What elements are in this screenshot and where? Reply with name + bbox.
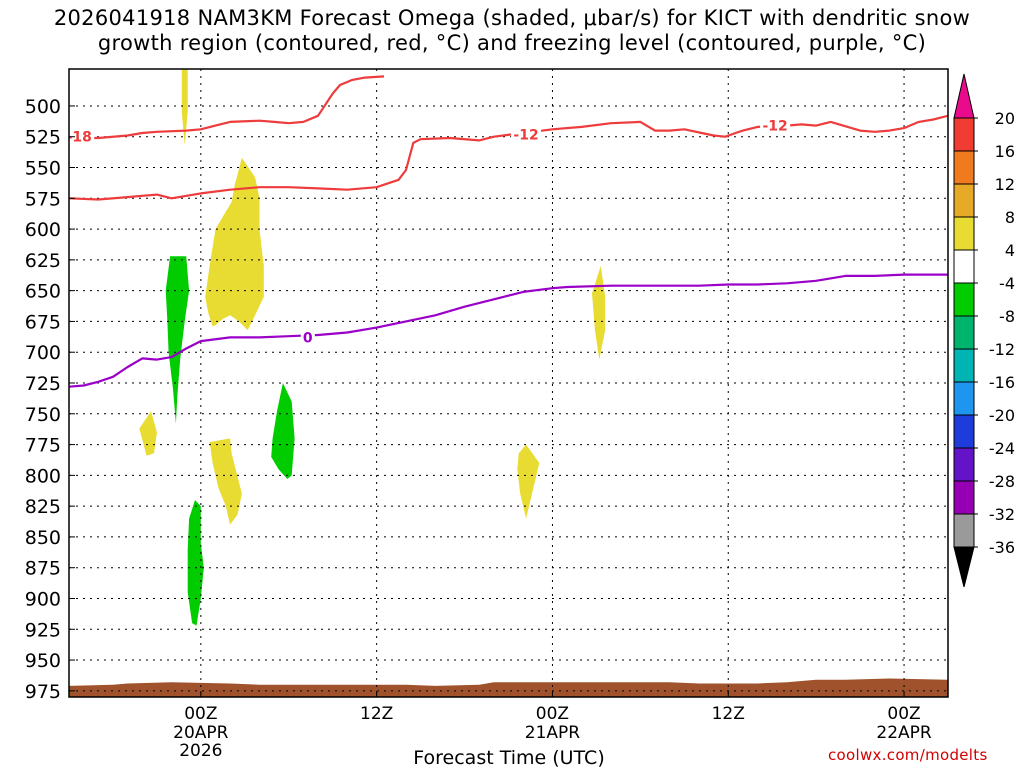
colorbar-label: -20 xyxy=(989,406,1015,425)
y-tick-label: 675 xyxy=(25,311,61,333)
x-tick-sublabel: 2026 xyxy=(179,741,222,761)
x-tick-label: 12Z xyxy=(360,704,393,724)
colorbar-swatch xyxy=(953,282,975,317)
contour-label: -18 xyxy=(67,130,92,146)
omega-region xyxy=(271,383,295,479)
colorbar-legend: 20 16 12 8 4 -4 -8 -12 -16 -20 -24 -28 -32 -36 xyxy=(953,73,1015,588)
omega-region xyxy=(517,444,540,519)
omega-shading-layer xyxy=(139,69,606,626)
y-tick-label: 625 xyxy=(25,250,61,272)
colorbar-label: 4 xyxy=(1005,241,1015,260)
colorbar-swatch xyxy=(953,249,975,284)
y-tick-label: 800 xyxy=(25,465,61,487)
y-tick-label: 600 xyxy=(25,219,61,241)
x-tick-label: 00Z xyxy=(887,704,920,724)
y-tick-label: 500 xyxy=(25,96,61,118)
y-tick-label: 975 xyxy=(25,681,61,703)
x-tick-sublabel: 22APR xyxy=(876,723,932,743)
y-tick-label: 850 xyxy=(25,527,61,549)
chart-title-line2: growth region (contoured, red, °C) and f… xyxy=(97,31,927,55)
colorbar-swatch xyxy=(953,117,975,152)
colorbar-label: 12 xyxy=(995,175,1015,194)
omega-region xyxy=(187,500,204,626)
terrain-surface xyxy=(69,678,948,697)
terrain-layer xyxy=(69,678,948,697)
x-tick-label: 12Z xyxy=(712,704,745,724)
y-tick-label: 925 xyxy=(25,619,61,641)
colorbar-bottom-arrow xyxy=(953,546,975,588)
colorbar-label: 20 xyxy=(995,109,1015,128)
contour-label-bg xyxy=(300,329,315,346)
y-tick-label: 875 xyxy=(25,558,61,580)
contour-label-bg xyxy=(760,117,791,134)
y-tick-label: 750 xyxy=(25,404,61,426)
colorbar-label: -4 xyxy=(999,274,1015,293)
y-tick-label: 550 xyxy=(25,158,61,180)
x-tick-label: 00Z xyxy=(536,704,569,724)
colorbar-label: -12 xyxy=(989,340,1015,359)
contour-label-bg xyxy=(69,128,95,145)
y-tick-label: 725 xyxy=(25,373,61,395)
colorbar-label: -32 xyxy=(989,505,1015,524)
omega-region xyxy=(209,438,242,525)
contour-label-bg xyxy=(511,126,542,143)
colorbar-swatch xyxy=(953,447,975,482)
colorbar-label: -8 xyxy=(999,307,1015,326)
colorbar-label: -36 xyxy=(989,538,1015,557)
colorbar-label: 16 xyxy=(995,142,1015,161)
colorbar-swatch xyxy=(953,348,975,383)
contour-label: 0 xyxy=(303,330,313,346)
y-tick-label: 950 xyxy=(25,650,61,672)
omega-region xyxy=(181,69,188,146)
y-tick-label: 650 xyxy=(25,281,61,303)
dgz-contour-line xyxy=(69,114,948,201)
y-axis: 500 525 550 575 600 625 650 675 700 725 750 775 800 8… xyxy=(25,96,75,703)
omega-region xyxy=(592,266,606,360)
colorbar-label: -24 xyxy=(989,439,1015,458)
colorbar-swatch xyxy=(953,381,975,416)
colorbar-swatch xyxy=(953,150,975,185)
contour-label: -12 xyxy=(513,127,538,143)
y-tick-label: 700 xyxy=(25,342,61,364)
omega-region xyxy=(205,157,264,331)
y-tick-label: 575 xyxy=(25,188,61,210)
omega-region xyxy=(139,411,157,456)
y-tick-label: 775 xyxy=(25,435,61,457)
chart-title-line1: 2026041918 NAM3KM Forecast Omega (shaded… xyxy=(53,6,971,30)
colorbar-label: -28 xyxy=(989,472,1015,491)
x-axis-label: Forecast Time (UTC) xyxy=(413,747,604,768)
colorbar-label: 8 xyxy=(1005,208,1015,227)
omega-region xyxy=(165,256,190,424)
dgz-contour-line xyxy=(69,75,385,140)
colorbar-swatch xyxy=(953,216,975,251)
y-tick-label: 525 xyxy=(25,127,61,149)
contour-layer: -18 -12 -12 0 xyxy=(67,75,948,388)
colorbar-swatch xyxy=(953,513,975,548)
x-tick-label: 00Z xyxy=(184,704,217,724)
x-tick-sublabel: 21APR xyxy=(525,723,581,743)
freezing-level-line xyxy=(69,273,948,388)
colorbar-swatch xyxy=(953,315,975,350)
site-credit: coolwx.com/modelts xyxy=(828,746,988,764)
colorbar-swatch xyxy=(953,414,975,449)
y-tick-label: 900 xyxy=(25,588,61,610)
colorbar-swatch xyxy=(953,183,975,218)
y-tick-label: 825 xyxy=(25,496,61,518)
colorbar-swatch xyxy=(953,480,975,515)
colorbar-label: -16 xyxy=(989,373,1015,392)
colorbar-top-arrow xyxy=(953,73,975,119)
contour-label: -12 xyxy=(762,119,787,135)
x-tick-sublabel: 20APR xyxy=(173,723,229,743)
chart-title: 2026041918 NAM3KM Forecast Omega (shaded… xyxy=(0,6,1024,56)
gridline-layer xyxy=(69,69,948,697)
